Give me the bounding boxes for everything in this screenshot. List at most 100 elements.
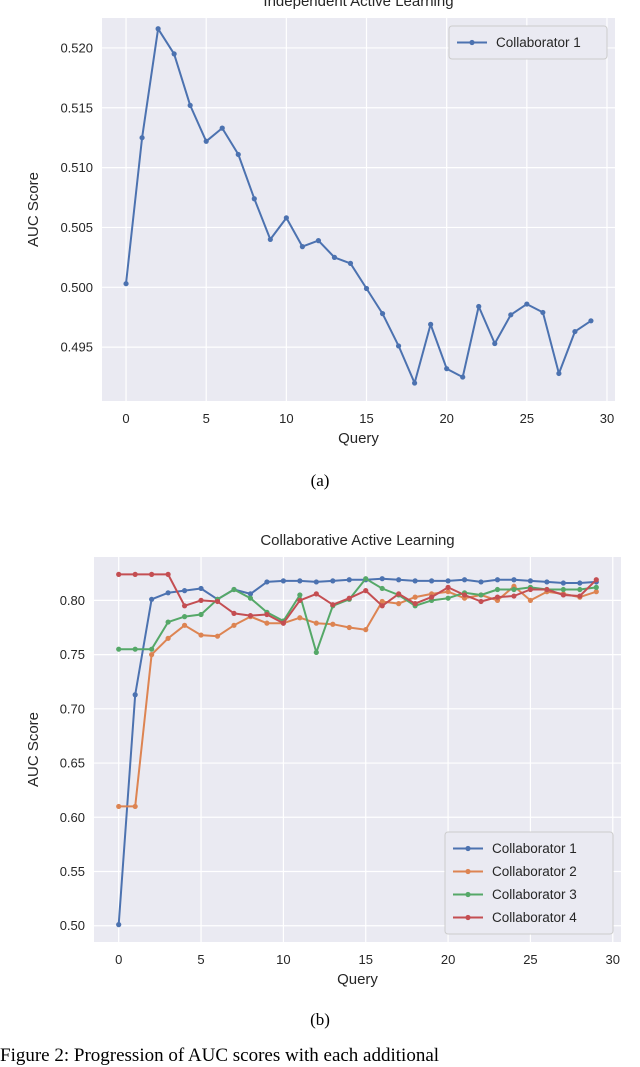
- data-point-series-4: [527, 586, 534, 593]
- data-point-series-1: [544, 579, 550, 585]
- data-point-series-1: [149, 596, 155, 602]
- data-point-series-1: [460, 374, 466, 380]
- data-point-series-2: [198, 632, 204, 638]
- data-point-series-4: [280, 620, 286, 626]
- y-tick-label: 0.60: [60, 810, 85, 825]
- data-point-series-4: [165, 571, 171, 577]
- x-tick-label: 20: [439, 411, 453, 426]
- data-point-series-1: [203, 138, 209, 144]
- data-point-series-4: [461, 592, 468, 598]
- data-point-series-1: [123, 281, 129, 287]
- data-point-series-1: [132, 692, 138, 698]
- data-point-series-4: [560, 592, 566, 598]
- data-point-series-1: [445, 578, 451, 584]
- y-tick-label: 0.80: [60, 593, 85, 608]
- data-point-series-2: [214, 633, 221, 639]
- data-point-series-4: [412, 601, 418, 607]
- data-point-series-1: [116, 922, 122, 928]
- series-line-4: [118, 573, 598, 625]
- legend-label: Collaborator 3: [492, 887, 577, 902]
- series-line-1: [125, 27, 592, 384]
- data-point-series-1: [412, 380, 418, 386]
- data-point-series-1: [187, 102, 193, 108]
- legend-label: Collaborator 2: [492, 864, 577, 879]
- y-axis-label: AUC Score: [25, 172, 42, 247]
- data-point-series-4: [297, 597, 303, 603]
- legend-label: Collaborator 1: [492, 841, 577, 856]
- data-point-series-1: [297, 578, 303, 584]
- data-point-series-1: [283, 215, 289, 221]
- data-point-series-3: [363, 576, 369, 582]
- data-point-series-3: [494, 586, 501, 593]
- data-point-series-4: [363, 588, 369, 594]
- data-point-series-1: [315, 238, 322, 244]
- data-point-series-3: [577, 586, 583, 593]
- data-point-series-3: [231, 586, 237, 593]
- legend-swatch-marker: [469, 39, 475, 46]
- data-point-series-2: [313, 620, 319, 626]
- data-point-series-3: [445, 595, 451, 601]
- y-tick-label: 0.75: [60, 647, 85, 662]
- data-point-series-2: [132, 803, 138, 810]
- chart-title: Collaborative Active Learning: [260, 532, 454, 549]
- y-tick-label: 0.55: [60, 864, 85, 879]
- y-tick-label: 0.50: [60, 918, 85, 933]
- x-tick-label: 30: [600, 411, 614, 426]
- data-point-series-2: [297, 615, 303, 621]
- series-line-1: [117, 577, 597, 925]
- data-point-series-1: [280, 578, 286, 584]
- x-tick-label: 15: [359, 952, 373, 967]
- data-point-series-1: [235, 151, 241, 158]
- x-tick-label: 5: [197, 952, 204, 967]
- data-point-series-1: [478, 579, 484, 585]
- data-point-series-1: [299, 244, 305, 250]
- data-point-series-1: [588, 318, 594, 324]
- data-point-series-2: [593, 589, 599, 595]
- data-point-series-4: [396, 591, 402, 597]
- y-tick-label: 0.495: [60, 340, 93, 355]
- x-tick-label: 25: [523, 952, 537, 967]
- y-tick-label: 0.505: [60, 220, 93, 235]
- data-point-series-1: [428, 321, 434, 327]
- data-point-series-1: [508, 312, 514, 318]
- data-point-series-1: [396, 577, 402, 583]
- data-point-series-2: [346, 624, 352, 631]
- data-point-series-4: [116, 571, 122, 577]
- data-point-series-1: [511, 577, 517, 583]
- data-point-series-4: [149, 571, 155, 577]
- data-point-series-4: [494, 594, 501, 600]
- data-point-series-3: [247, 595, 254, 601]
- data-point-series-4: [247, 612, 254, 619]
- data-point-series-2: [363, 627, 369, 633]
- data-point-series-2: [116, 803, 122, 810]
- data-point-series-3: [132, 646, 138, 652]
- x-tick-label: 5: [203, 411, 210, 426]
- data-point-series-1: [395, 343, 402, 349]
- data-point-series-2: [396, 601, 402, 607]
- data-point-series-4: [330, 602, 336, 608]
- data-point-series-1: [461, 577, 468, 583]
- legend-swatch-marker: [465, 914, 471, 921]
- data-point-series-1: [379, 576, 385, 582]
- data-point-series-4: [511, 593, 517, 599]
- y-axis-label: AUC Score: [25, 712, 42, 787]
- x-tick-label: 15: [359, 411, 373, 426]
- data-point-series-1: [347, 260, 354, 266]
- data-point-series-4: [214, 598, 221, 605]
- series-line-3: [118, 577, 597, 654]
- data-point-series-3: [379, 585, 385, 592]
- plot-area: [102, 18, 615, 401]
- data-point-series-2: [165, 635, 171, 641]
- legend-swatch-marker: [465, 845, 471, 852]
- data-point-series-3: [181, 614, 188, 620]
- data-point-series-1: [313, 579, 319, 585]
- data-point-series-1: [429, 578, 435, 584]
- data-point-series-3: [313, 649, 319, 656]
- data-point-series-3: [165, 619, 171, 625]
- legend-swatch-marker: [465, 868, 471, 875]
- x-tick-label: 0: [115, 952, 122, 967]
- data-point-series-1: [379, 311, 386, 317]
- data-point-series-2: [412, 594, 418, 600]
- data-point-series-1: [139, 135, 145, 141]
- x-tick-label: 10: [276, 952, 290, 967]
